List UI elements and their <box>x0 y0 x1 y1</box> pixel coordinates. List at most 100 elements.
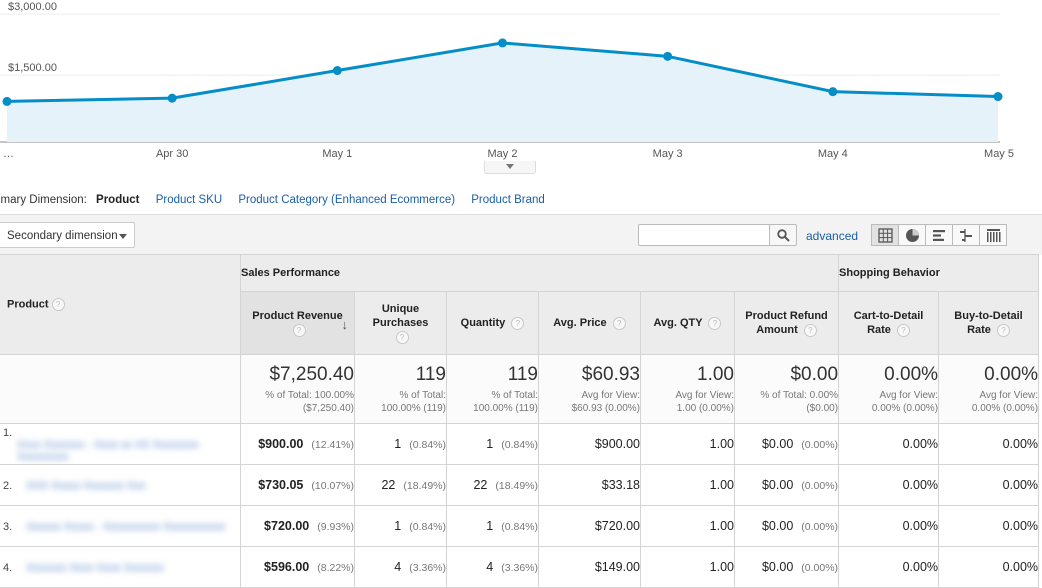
revenue-percent: (10.07%) <box>311 480 354 492</box>
refund-value: $0.00 <box>761 519 794 533</box>
dimension-product-sku[interactable]: Product SKU <box>155 194 223 206</box>
product-name-link[interactable]: Xxxx Xxxxxxx - Xxxx xx XX Xxxxxxxx Xxxxx… <box>17 439 199 463</box>
column-label-line2: Rate <box>867 324 891 336</box>
help-icon[interactable]: ? <box>292 323 306 337</box>
refund-percent: (0.00%) <box>801 439 839 451</box>
y-tick-label: $3,000.00 <box>8 1 57 13</box>
product-revenue-header[interactable]: Product Revenue? ↓ <box>240 291 355 355</box>
secondary-dimension-dropdown[interactable]: Secondary dimension <box>0 222 135 248</box>
help-icon[interactable]: ? <box>896 323 910 337</box>
refund-value: $0.00 <box>761 478 794 492</box>
avg-qty-cell: 1.00 <box>640 464 735 506</box>
row-number: 1. <box>3 427 13 439</box>
help-icon[interactable]: ? <box>511 316 525 330</box>
product-refund-header[interactable]: Product Refund Amount ? <box>733 291 840 355</box>
total-value: 0.00% <box>884 364 939 385</box>
table-row: 1. Xxxx Xxxxxxx - Xxxx xx XX Xxxxxxxx Xxx… <box>0 423 1040 465</box>
total-subtext-line2: 100.00% (119) <box>381 403 446 414</box>
quantity-percent: (0.84%) <box>501 521 538 533</box>
help-icon[interactable]: ? <box>612 316 626 330</box>
sort-descending-icon[interactable]: ↓ <box>341 317 349 332</box>
help-icon[interactable]: ? <box>51 298 65 311</box>
help-icon[interactable]: ? <box>708 316 722 330</box>
comparison-view-button[interactable] <box>952 224 980 246</box>
data-point[interactable] <box>332 66 342 76</box>
column-label: Cart-to-Detail <box>853 310 924 322</box>
chart-collapse-toggle[interactable] <box>484 161 536 174</box>
search-button[interactable] <box>769 224 797 246</box>
unique-purchases-cell: 22 (18.49%) <box>354 464 447 506</box>
table-view-icon <box>878 228 893 243</box>
report-table: Product? Sales Performance Shopping Beha… <box>0 254 1040 588</box>
x-tick-label: May 1 <box>322 148 352 160</box>
quantity-cell: 22 (18.49%) <box>446 464 539 506</box>
data-point[interactable] <box>167 93 177 103</box>
unique-purchases-cell: 1 (0.84%) <box>354 423 447 465</box>
column-label: Product Refund <box>745 310 828 322</box>
product-name-link[interactable]: Xxxxxx Xxxxx - Xxxxxxxxxx Xxxxxxxxxxx <box>26 520 226 533</box>
refund-cell: $0.00 (0.00%) <box>733 505 840 547</box>
unique-purchases-header[interactable]: Unique Purchases? <box>354 291 447 355</box>
avg-price-cell: $149.00 <box>538 546 641 588</box>
help-icon[interactable]: ? <box>395 330 409 344</box>
total-subtext-line2: 0.00% (0.00%) <box>871 403 939 414</box>
data-point[interactable] <box>663 51 673 61</box>
revenue-cell: $900.00 (12.41%) <box>240 423 355 465</box>
quantity-value: 4 <box>486 560 494 574</box>
total-cell: $7,250.40 % of Total: 100.00% ($7,250.40) <box>240 354 355 424</box>
total-cell: $0.00 % of Total: 0.00% ($0.00) <box>733 354 840 424</box>
cart-to-detail-cell: 0.00% <box>838 464 940 506</box>
cart-to-detail-cell: 0.00% <box>838 505 940 547</box>
quantity-percent: (0.84%) <box>501 439 538 451</box>
help-icon[interactable]: ? <box>996 323 1010 337</box>
table-search-input[interactable] <box>638 224 770 246</box>
total-subtext-line1: Avg for View: <box>675 390 734 401</box>
x-tick-label: May 3 <box>653 148 683 160</box>
bar-view-button[interactable] <box>925 224 953 246</box>
product-column-header[interactable]: Product? <box>0 254 241 355</box>
total-subtext: % of Total: 0.00% ($0.00) <box>736 389 837 415</box>
total-subtext-line1: Avg for View: <box>979 390 1039 401</box>
total-value: 1.00 <box>697 364 734 385</box>
cart-to-detail-header[interactable]: Cart-to-Detail Rate ? <box>838 291 940 355</box>
pivot-view-button[interactable] <box>979 224 1007 246</box>
revenue-value: $900.00 <box>258 437 304 451</box>
total-subtext-line2: 100.00% (119) <box>473 403 538 414</box>
pie-view-button[interactable] <box>898 224 926 246</box>
data-point[interactable] <box>993 92 1003 102</box>
avg-qty-header[interactable]: Avg. QTY ? <box>640 291 735 355</box>
row-number: 2. <box>3 480 13 492</box>
table-row: 2. XXX Xxxxx Xxxxxxx Xxx $730.05 (10.07%) 22… <box>0 464 1040 506</box>
data-point[interactable] <box>2 96 12 106</box>
quantity-percent: (3.36%) <box>501 562 538 574</box>
column-label-line2: Amount <box>756 324 798 336</box>
total-cell: 119 % of Total: 100.00% (119) <box>446 354 539 424</box>
x-tick-label: May 5 <box>984 148 1014 160</box>
dimension-product-category[interactable]: Product Category (Enhanced Ecommerce) <box>238 194 456 206</box>
buy-to-detail-cell: 0.00% <box>938 546 1040 588</box>
refund-percent: (0.00%) <box>801 521 839 533</box>
product-name-link[interactable]: Xxxxxxx Xxxx Xxxx Xxxxxxx <box>26 561 164 574</box>
unique-percent: (0.84%) <box>409 521 446 533</box>
table-view-button[interactable] <box>871 224 899 246</box>
product-name-link[interactable]: XXX Xxxxx Xxxxxxx Xxx <box>26 479 146 492</box>
data-point[interactable] <box>828 87 838 97</box>
help-icon[interactable]: ? <box>803 323 817 337</box>
dimension-product-brand[interactable]: Product Brand <box>471 194 545 206</box>
revenue-cell: $596.00 (8.22%) <box>240 546 355 588</box>
advanced-filter-link[interactable]: advanced <box>806 229 859 243</box>
unique-percent: (0.84%) <box>409 439 446 451</box>
pivot-view-icon <box>987 229 1001 242</box>
buy-to-detail-header[interactable]: Buy-to-Detail Rate ? <box>938 291 1040 355</box>
quantity-header[interactable]: Quantity ? <box>446 291 539 355</box>
total-subtext: % of Total: 100.00% ($7,250.40) <box>242 389 353 415</box>
data-point[interactable] <box>498 38 507 48</box>
avg-price-cell: $900.00 <box>538 423 641 465</box>
quantity-cell: 1 (0.84%) <box>446 505 539 547</box>
quantity-value: 1 <box>486 437 494 451</box>
avg-qty-cell: 1.00 <box>640 423 735 465</box>
avg-price-header[interactable]: Avg. Price ? <box>538 291 641 355</box>
avg-price-cell: $33.18 <box>538 464 641 506</box>
revenue-percent: (9.93%) <box>317 521 354 533</box>
total-cell: 1.00 Avg for View: 1.00 (0.00%) <box>640 354 735 424</box>
